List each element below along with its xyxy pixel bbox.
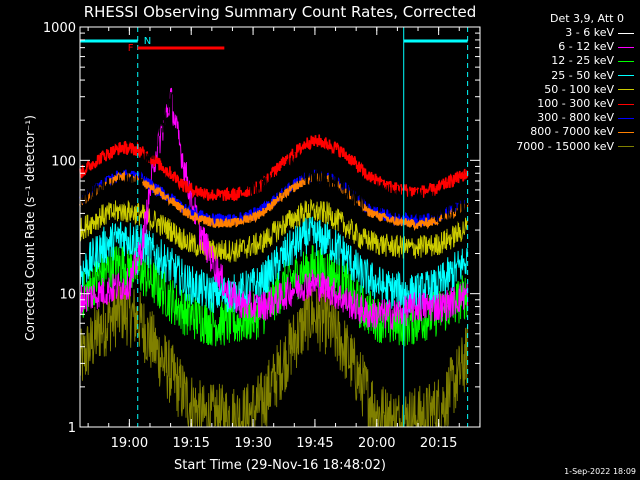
legend-label: 800 - 7000 keV	[530, 125, 614, 139]
y-tick-label: 100	[51, 154, 76, 169]
legend-label: 7000 - 15000 keV	[516, 139, 614, 153]
x-tick-label: 19:00	[111, 436, 148, 451]
legend-item: 800 - 7000 keV	[484, 125, 638, 139]
y-tick-label: 1000	[43, 21, 76, 36]
axes: 19:00 19:15 19:30 19:45 20:00 20:15 1 10 100 1000	[43, 21, 481, 451]
x-axis-label: Start Time (29-Nov-16 18:48:02)	[174, 458, 386, 473]
legend-label: 100 - 300 keV	[537, 97, 614, 111]
legend-item: 50 - 100 keV	[484, 83, 638, 97]
legend-swatch	[618, 89, 634, 91]
legend-item: 100 - 300 keV	[484, 97, 638, 111]
legend-item: 6 - 12 keV	[484, 40, 638, 54]
f-flag-label: F	[128, 43, 134, 54]
legend-item: 12 - 25 keV	[484, 54, 638, 68]
legend-item: 300 - 800 keV	[484, 111, 638, 125]
x-tick-label: 20:15	[420, 436, 457, 451]
legend-header: Det 3,9, Att 0	[550, 12, 624, 25]
legend-label: 25 - 50 keV	[551, 68, 614, 82]
chart-title: RHESSI Observing Summary Count Rates, Co…	[84, 3, 477, 21]
legend-swatch	[618, 46, 634, 48]
plot-frame	[79, 26, 481, 428]
legend-swatch	[618, 146, 634, 148]
plot-area: NF	[79, 27, 469, 429]
legend-swatch	[618, 103, 634, 105]
series-line-7	[79, 170, 469, 232]
legend-item: 3 - 6 keV	[484, 26, 638, 40]
series-line-3	[79, 215, 469, 314]
legend-item: 25 - 50 keV	[484, 69, 638, 83]
series-line-1	[79, 87, 469, 330]
x-tick-label: 19:30	[234, 436, 271, 451]
timestamp: 1-Sep-2022 18:09	[564, 467, 636, 476]
legend-swatch	[618, 75, 634, 77]
y-tick-label: 1	[68, 421, 76, 436]
n-flag-label: N	[144, 36, 151, 47]
legend-swatch	[618, 117, 634, 119]
series-line-0	[79, 90, 469, 225]
legend-swatch	[618, 131, 634, 133]
x-tick-label: 19:15	[172, 436, 209, 451]
legend-label: 3 - 6 keV	[565, 26, 614, 40]
legend-swatch	[618, 32, 634, 34]
x-tick-label: 19:45	[296, 436, 333, 451]
legend-label: 6 - 12 keV	[558, 40, 614, 54]
legend-label: 300 - 800 keV	[537, 111, 614, 125]
legend-label: 12 - 25 keV	[551, 54, 614, 68]
legend: Det 3,9, Att 0 3 - 6 keV 6 - 12 keV 12 - 2…	[484, 12, 638, 154]
legend-label: 50 - 100 keV	[544, 82, 614, 96]
legend-item: 7000 - 15000 keV	[484, 140, 638, 154]
legend-rows: 3 - 6 keV 6 - 12 keV 12 - 25 keV 25 - 50 ke…	[484, 26, 638, 154]
x-tick-label: 20:00	[358, 436, 395, 451]
y-tick-label: 10	[59, 288, 76, 303]
y-axis-label: Corrected Count Rate (s⁻¹ detector⁻¹)	[23, 115, 37, 341]
legend-swatch	[618, 60, 634, 62]
